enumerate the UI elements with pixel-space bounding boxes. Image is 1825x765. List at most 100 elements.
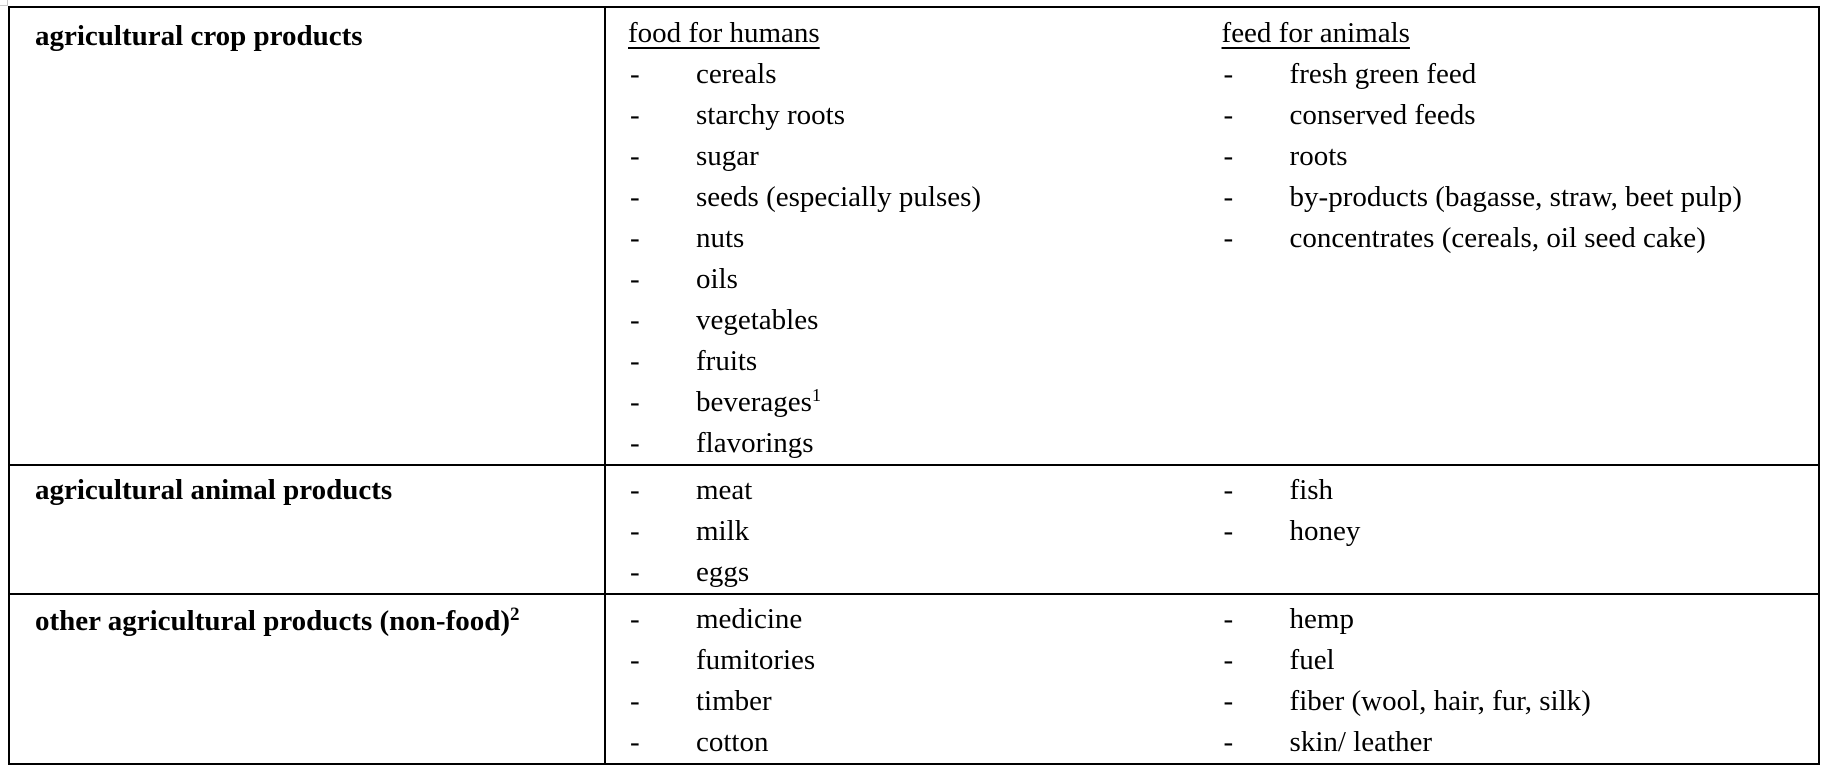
list-item-text: fresh green feed [1289,58,1477,90]
list-item: - hemp [1222,599,1818,640]
list-item: - fumitories [628,640,1200,681]
dash-bullet-icon: - [1223,222,1234,254]
dash-bullet-icon: - [1223,99,1234,131]
dash-bullet-icon: - [630,726,640,758]
list-item: - fiber (wool, hair, fur, silk) [1222,681,1818,722]
category-cell: agricultural crop products [8,6,606,466]
dash-bullet-icon: - [1223,603,1234,635]
list-item: - fruits [628,341,1200,382]
list-item-text: skin/ leather [1289,726,1433,758]
table-row-crop-products: agricultural crop products food for huma… [8,6,1820,466]
dash-bullet-icon: - [1223,474,1234,506]
dash-bullet-icon: - [1223,58,1234,90]
list-item-text: seeds (especially pulses) [696,181,982,213]
feed-for-animals-column: feed for animals - fresh green feed - cons… [1200,13,1818,464]
list-item: - eggs [628,552,1200,593]
list-item: - oils [628,259,1200,300]
list-item-text: beverages1 [696,385,821,418]
list-item: - seeds (especially pulses) [628,177,1200,218]
list-item-text: conserved feeds [1289,99,1476,131]
list-item: - fresh green feed [1222,54,1818,95]
list-item-text: honey [1289,515,1361,547]
left-items-column: - meat - milk - eggs [606,470,1200,593]
list-item: - concentrates (cereals, oil seed cake) [1222,218,1818,259]
footnote-marker: 2 [510,604,520,625]
page-corner-mark [0,0,8,6]
category-label: agricultural animal products [10,466,575,511]
category-text: other agricultural products (non-food) [35,605,511,637]
products-cell: - meat - milk - eggs - fish - honey [604,464,1820,595]
dash-bullet-icon: - [1223,181,1234,213]
list-item-text: oils [696,263,738,295]
left-items-column: - medicine - fumitories - timber - cotton [606,599,1200,763]
list-item-text: vegetables [696,304,819,336]
agricultural-products-table: agricultural crop products food for huma… [8,6,1820,765]
list-item: - starchy roots [628,95,1200,136]
list-item: - medicine [628,599,1200,640]
list-item: - flavorings [628,423,1200,464]
right-items-column: - fish - honey [1200,470,1818,593]
list-item: - timber [628,681,1200,722]
list-item-text: cotton [696,726,769,758]
food-for-humans-column: food for humans - cereals - starchy roots … [606,13,1200,464]
list-item-text: medicine [696,603,803,635]
list-item-text: fumitories [696,644,816,676]
category-text: agricultural crop products [35,20,363,52]
dash-bullet-icon: - [630,515,640,547]
right-items-column: - hemp - fuel - fiber (wool, hair, fur, sil… [1200,599,1818,763]
list-item-text: milk [696,515,750,547]
dash-bullet-icon: - [630,140,640,172]
list-item-text: timber [696,685,772,717]
dash-bullet-icon: - [1223,140,1234,172]
dash-bullet-icon: - [630,304,640,336]
category-label: other agricultural products (non-food)2 [10,595,555,642]
dash-bullet-icon: - [630,644,640,676]
dash-bullet-icon: - [1223,515,1234,547]
list-item: - cotton [628,722,1200,763]
dash-bullet-icon: - [630,222,640,254]
dash-bullet-icon: - [630,99,640,131]
subcolumn-header-feed-for-animals: feed for animals [1221,17,1410,49]
list-item: - by-products (bagasse, straw, beet pulp) [1222,177,1818,218]
subcolumn-header-food-for-humans: food for humans [628,17,820,49]
dash-bullet-icon: - [630,58,640,90]
dash-bullet-icon: - [1223,726,1234,758]
list-item: - beverages1 [628,382,1200,423]
table-row-other-products: other agricultural products (non-food)2 … [8,593,1820,765]
list-item: - meat [628,470,1200,511]
list-item: - fish [1222,470,1818,511]
list-item: - conserved feeds [1222,95,1818,136]
dash-bullet-icon: - [630,556,640,588]
list-item-text: by-products (bagasse, straw, beet pulp) [1289,181,1742,213]
category-text: agricultural animal products [35,474,393,506]
list-item: - vegetables [628,300,1200,341]
list-item-text: concentrates (cereals, oil seed cake) [1289,222,1706,254]
dash-bullet-icon: - [630,685,640,717]
products-cell: food for humans - cereals - starchy roots … [604,6,1820,466]
dash-bullet-icon: - [1223,685,1234,717]
footnote-marker: 1 [811,385,821,405]
list-item: - skin/ leather [1222,722,1818,763]
list-item-text: hemp [1289,603,1354,635]
dash-bullet-icon: - [630,345,640,377]
dash-bullet-icon: - [630,181,640,213]
table-row-animal-products: agricultural animal products - meat - milk… [8,464,1820,595]
list-item-text: fruits [696,345,758,377]
list-item: - cereals [628,54,1200,95]
list-item-text: cereals [696,58,777,90]
list-item: - sugar [628,136,1200,177]
dash-bullet-icon: - [630,386,640,418]
list-item-text: meat [696,474,753,506]
list-item-text: fiber (wool, hair, fur, silk) [1289,685,1591,717]
list-item-text: fuel [1289,644,1335,676]
list-item: - milk [628,511,1200,552]
list-item-text: nuts [696,222,745,254]
list-item-text: flavorings [696,427,814,459]
dash-bullet-icon: - [630,603,640,635]
list-item-text: eggs [696,556,750,588]
list-item-text: roots [1289,140,1348,172]
list-item: - honey [1222,511,1818,552]
category-label: agricultural crop products [10,8,575,57]
list-item: - fuel [1222,640,1818,681]
dash-bullet-icon: - [1223,644,1234,676]
